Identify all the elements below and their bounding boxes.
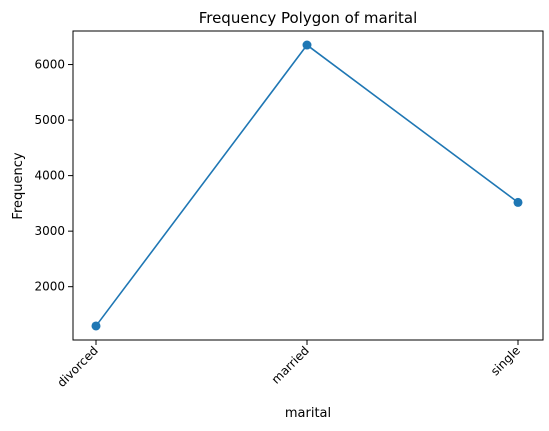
y-tick-label: 3000 (34, 224, 65, 238)
series-line (95, 43, 519, 327)
x-tick-label: divorced (55, 343, 101, 389)
y-tick-label: 5000 (34, 113, 65, 127)
data-point-single (513, 197, 523, 207)
plot-area-frame (72, 30, 544, 341)
y-axis: 2000 3000 4000 5000 6000 (34, 58, 73, 294)
x-tick-label: married (269, 343, 312, 386)
x-tick-label: single (488, 343, 523, 378)
series-layer (91, 40, 523, 331)
y-axis-label: Frequency (11, 152, 26, 219)
x-axis: divorced married single (55, 340, 523, 390)
y-tick-label: 2000 (34, 280, 65, 294)
chart-title: Frequency Polygon of marital (199, 9, 418, 27)
data-point-divorced (91, 321, 101, 331)
data-point-married (302, 40, 312, 50)
y-tick-label: 6000 (34, 58, 65, 72)
x-axis-label: marital (285, 406, 331, 421)
y-tick-label: 4000 (34, 169, 65, 183)
